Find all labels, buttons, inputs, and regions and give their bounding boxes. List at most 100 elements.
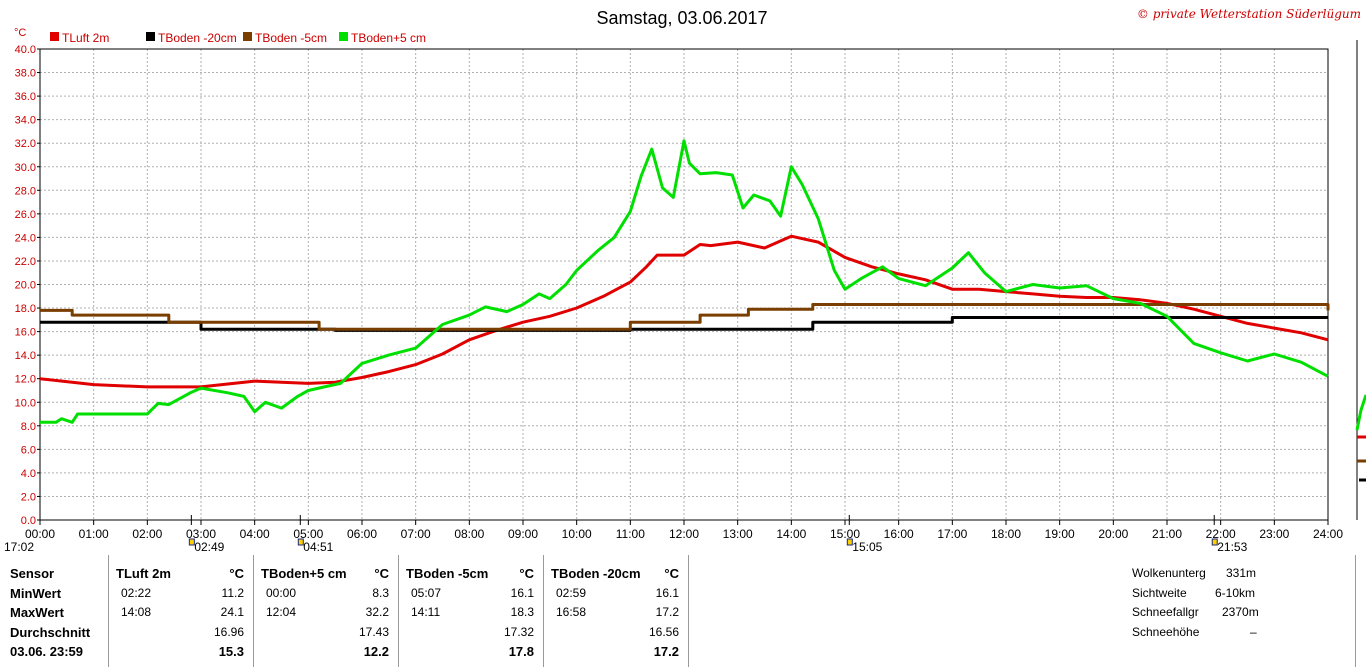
y-axis-ticks: 0.0 2.0 4.0 6.0 8.0 10.0 12.0 14.0 16.0 18.0 20.0 2…: [15, 44, 40, 527]
extra-label-visibility: Sichtweite: [1132, 586, 1187, 600]
avg-value: 17.43: [358, 625, 389, 639]
last-value: 17.8: [508, 644, 534, 659]
max-time: 14:11: [411, 605, 441, 619]
x-tick-label: 03:00: [186, 527, 216, 541]
max-time: 14:08: [121, 605, 152, 619]
x-tick-label: 12:00: [669, 527, 699, 541]
x-tick-label: 13:00: [723, 527, 753, 541]
avg-value: 16.96: [213, 625, 244, 639]
x-tick-label: 19:00: [1045, 527, 1075, 541]
y-tick-label: 12.0: [15, 374, 36, 386]
x-tick-label: 02:00: [132, 527, 162, 541]
event-marker-label: 15:05: [852, 540, 882, 554]
event-marker-label: 21:53: [1217, 540, 1247, 554]
y-tick-label: 20.0: [15, 280, 36, 292]
last-value: 15.3: [218, 644, 244, 659]
col-unit: °C: [229, 566, 244, 581]
max-time: 12:04: [266, 605, 297, 619]
event-marker-icon: [297, 538, 304, 546]
y-tick-label: 6.0: [21, 444, 36, 456]
col-unit: °C: [374, 566, 389, 581]
legend-swatch: [339, 32, 348, 41]
event-marker-icon: [846, 538, 853, 546]
min-time: 02:22: [121, 586, 152, 600]
x-axis-ticks: 00:00 01:00 02:00 03:00 04:00 05:00 06:00 07:00…: [25, 520, 1343, 541]
col-unit: °C: [519, 566, 534, 581]
avg-value: 17.32: [503, 625, 534, 639]
y-tick-label: 38.0: [15, 68, 36, 80]
y-tick-label: 0.0: [21, 515, 36, 527]
y-tick-label: 10.0: [15, 397, 36, 409]
min-value: 16.1: [655, 586, 679, 600]
event-marker-label: 02:49: [194, 540, 224, 554]
event-marker-icon: [1211, 538, 1218, 546]
col-name: TLuft 2m: [116, 566, 171, 581]
col-name: TBoden -20cm: [551, 566, 641, 581]
y-tick-label: 24.0: [15, 232, 36, 244]
avg-value: 16.56: [648, 625, 679, 639]
y-tick-label: 32.0: [15, 138, 36, 150]
row-label-avg: Durchschnitt: [10, 625, 91, 640]
legend-label: TLuft 2m: [62, 31, 109, 45]
right-strip-green: [1355, 394, 1366, 431]
extra-value-snowfall-limit: 2370m: [1222, 605, 1259, 619]
x-tick-label: 24:00: [1313, 527, 1343, 541]
y-tick-label: 30.0: [15, 162, 36, 174]
max-value: 24.1: [220, 605, 244, 619]
statistics-table: Sensor MinWert MaxWert Durchschnitt 03.0…: [0, 555, 1366, 670]
extra-value-cloud-base: 331m: [1226, 566, 1257, 580]
min-value: 11.2: [221, 586, 244, 600]
grid: [39, 48, 1329, 521]
min-time: 00:00: [266, 586, 297, 600]
y-tick-label: 34.0: [15, 115, 36, 127]
min-time: 02:59: [556, 586, 587, 600]
x-tick-label: 17:00: [937, 527, 967, 541]
extra-value-snow-depth: –: [1250, 625, 1257, 639]
x-tick-label: 08:00: [454, 527, 484, 541]
min-value: 16.1: [510, 586, 534, 600]
x-tick-label: 11:00: [616, 527, 645, 541]
event-marker-icon: [188, 538, 195, 546]
extra-value-visibility: 6-10km: [1215, 586, 1256, 600]
event-marker-label: 17:02: [4, 540, 34, 554]
legend: TLuft 2m TBoden -20cm TBoden -5cm TBoden+5 …: [50, 31, 426, 45]
y-tick-label: 36.0: [15, 91, 36, 103]
y-tick-label: 8.0: [21, 421, 36, 433]
event-marker-label: 04:51: [303, 540, 333, 554]
y-tick-label: 2.0: [21, 491, 36, 503]
series-lines: [39, 139, 1330, 424]
row-label-max: MaxWert: [10, 605, 64, 620]
x-tick-label: 15:00: [830, 527, 860, 541]
right-strip: [1355, 40, 1366, 520]
legend-swatch: [146, 32, 155, 41]
legend-swatch: [50, 32, 59, 41]
chart-title: Samstag, 03.06.2017: [596, 8, 767, 28]
x-tick-label: 21:00: [1152, 527, 1182, 541]
temperature-chart: Samstag, 03.06.2017 © private Wetterstat…: [4, 7, 1366, 554]
y-tick-label: 14.0: [15, 350, 36, 362]
x-tick-label: 06:00: [347, 527, 377, 541]
y-tick-label: 26.0: [15, 209, 36, 221]
x-tick-label: 20:00: [1098, 527, 1128, 541]
x-tick-label: 18:00: [991, 527, 1021, 541]
copyright-text: © private Wetterstation Süderlügum: [1137, 7, 1361, 21]
series-line-1: [40, 316, 1328, 332]
col-name: TBoden+5 cm: [261, 566, 347, 581]
col-name: TBoden -5cm: [406, 566, 489, 581]
y-tick-label: 22.0: [15, 256, 36, 268]
row-label-last: 03.06. 23:59: [10, 644, 84, 659]
x-tick-label: 07:00: [401, 527, 431, 541]
max-time: 16:58: [556, 605, 587, 619]
series-line-3: [40, 139, 1329, 424]
y-tick-label: 18.0: [15, 303, 36, 315]
series-line-2: [40, 303, 1330, 331]
event-markers: 17:02 02:49 04:51 15:05 21:53: [4, 515, 1248, 554]
y-axis-unit: °C: [14, 27, 26, 39]
max-value: 32.2: [365, 605, 389, 619]
max-value: 18.3: [510, 605, 534, 619]
legend-label: TBoden+5 cm: [351, 31, 426, 45]
x-tick-label: 23:00: [1259, 527, 1289, 541]
x-tick-label: 01:00: [79, 527, 109, 541]
extra-label-snow-depth: Schneehöhe: [1132, 625, 1200, 639]
max-value: 17.2: [655, 605, 679, 619]
